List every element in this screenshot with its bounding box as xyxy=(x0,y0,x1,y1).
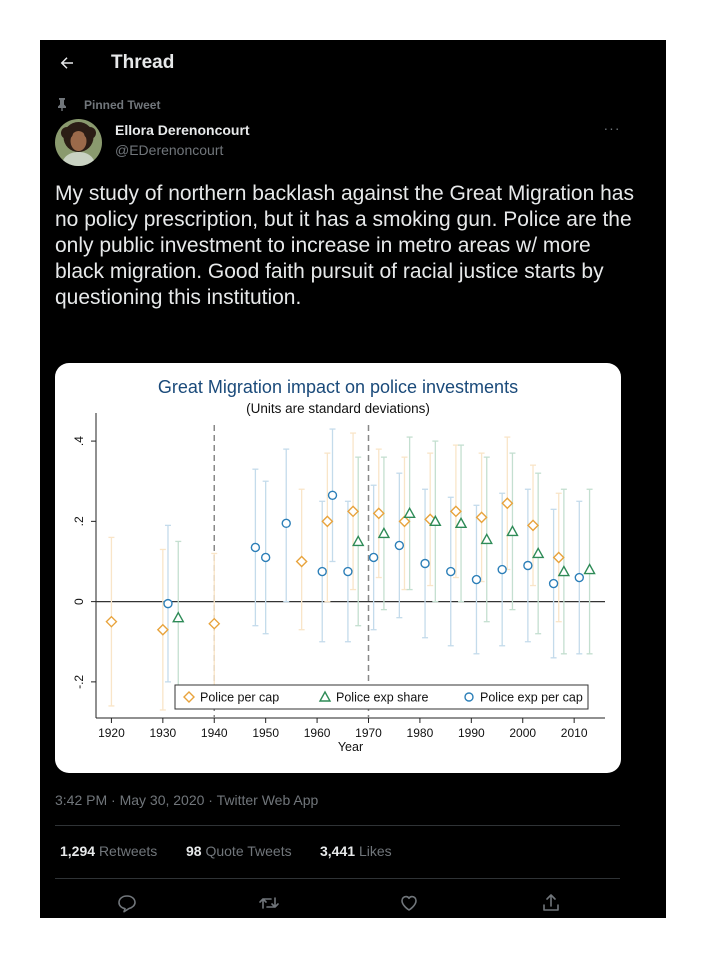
more-options-button[interactable]: ··· xyxy=(603,120,621,136)
data-point xyxy=(281,518,291,529)
reply-icon xyxy=(118,895,136,913)
data-point xyxy=(429,514,442,527)
data-point xyxy=(156,623,169,636)
divider xyxy=(55,878,620,879)
pinned-label: Pinned Tweet xyxy=(84,98,161,112)
share-icon xyxy=(543,894,559,911)
x-tick-label: 2000 xyxy=(509,726,536,740)
data-point xyxy=(394,540,405,551)
retweets-label: Retweets xyxy=(98,843,158,859)
like-icon xyxy=(401,895,417,911)
x-tick-label: 1920 xyxy=(98,726,125,740)
tweet-actions xyxy=(40,888,666,918)
legend-marker xyxy=(318,690,332,702)
y-tick-label: -.2 xyxy=(72,675,86,689)
x-axis-label: Year xyxy=(338,740,363,754)
chart-subtitle: (Units are standard deviations) xyxy=(246,401,430,416)
data-point xyxy=(523,560,533,571)
avatar[interactable] xyxy=(55,119,102,166)
data-point xyxy=(250,542,261,553)
data-point xyxy=(208,617,221,630)
data-point xyxy=(105,615,118,628)
legend-label: Police exp share xyxy=(336,691,428,705)
page-title: Thread xyxy=(111,52,175,73)
data-point xyxy=(347,505,360,518)
data-point xyxy=(327,490,338,500)
data-point xyxy=(163,598,173,609)
likes-stat[interactable]: 3,441 Likes xyxy=(320,843,392,859)
data-point xyxy=(557,565,571,577)
data-point xyxy=(475,511,488,524)
x-tick-label: 2010 xyxy=(561,726,588,740)
x-tick-label: 1980 xyxy=(407,726,434,740)
data-point xyxy=(368,552,379,563)
legend-label: Police per cap xyxy=(200,691,279,705)
pin-icon xyxy=(58,98,66,111)
legend-box xyxy=(174,684,589,710)
data-point xyxy=(583,563,596,575)
reply-button[interactable] xyxy=(112,888,142,918)
x-tick-label: 1990 xyxy=(458,726,485,740)
likes-label: Likes xyxy=(358,843,392,859)
data-point xyxy=(260,552,271,563)
retweets-stat[interactable]: 1,294 Retweets xyxy=(60,843,157,859)
arrow-left-icon xyxy=(60,57,73,69)
x-tick-label: 1950 xyxy=(252,726,279,740)
y-tick-label: .4 xyxy=(72,436,86,446)
quote-tweets-label: Quote Tweets xyxy=(205,843,292,859)
data-point xyxy=(454,516,468,529)
retweet-icon xyxy=(259,897,279,909)
data-point xyxy=(321,515,334,528)
legend-marker xyxy=(183,691,195,703)
x-tick-label: 1970 xyxy=(355,726,382,740)
retweets-count: 1,294 xyxy=(60,843,96,859)
data-point xyxy=(352,534,365,547)
data-point xyxy=(295,555,308,568)
likes-count: 3,441 xyxy=(320,843,356,859)
data-point xyxy=(497,564,507,575)
data-point xyxy=(552,551,565,564)
x-tick-label: 1930 xyxy=(149,726,176,740)
tweet-timestamp[interactable]: 3:42 PM · May 30, 2020 · Twitter Web App xyxy=(55,792,319,808)
data-point xyxy=(420,558,430,569)
x-tick-label: 1940 xyxy=(201,726,228,740)
chart: Great Migration impact on police investm… xyxy=(72,377,605,754)
retweet-button[interactable] xyxy=(254,888,284,918)
x-tick-label: 1960 xyxy=(304,726,331,740)
data-point xyxy=(480,532,493,545)
data-point xyxy=(449,505,462,518)
back-button[interactable] xyxy=(54,50,80,76)
author-handle[interactable]: @EDerenoncourt xyxy=(115,142,224,158)
data-point xyxy=(506,524,519,537)
data-point xyxy=(501,497,514,510)
quote-tweets-stat[interactable]: 98 Quote Tweets xyxy=(186,843,292,859)
data-point xyxy=(548,578,559,589)
data-point xyxy=(531,547,545,559)
chart-title: Great Migration impact on police investm… xyxy=(158,377,518,397)
tweet-thread-view: Thread Pinned Tweet Ellora Derenoncourt … xyxy=(40,40,666,918)
data-point xyxy=(343,566,353,577)
data-point xyxy=(372,507,385,520)
data-point xyxy=(317,566,327,577)
tweet-media-chart[interactable]: Great Migration impact on police investm… xyxy=(55,363,621,773)
tweet-text: My study of northern backlash against th… xyxy=(55,182,634,309)
share-button[interactable] xyxy=(536,888,566,918)
data-point xyxy=(446,566,456,577)
quote-tweets-count: 98 xyxy=(186,843,202,859)
author-name[interactable]: Ellora Derenoncourt xyxy=(115,122,250,138)
legend-label: Police exp per cap xyxy=(480,691,583,705)
data-point xyxy=(377,526,391,539)
like-button[interactable] xyxy=(394,888,424,918)
data-point xyxy=(471,574,482,585)
divider xyxy=(55,825,620,826)
y-tick-label: .2 xyxy=(72,516,86,526)
data-point xyxy=(527,519,540,532)
legend-marker xyxy=(464,692,474,702)
thread-header: Thread xyxy=(40,40,666,86)
y-tick-label: 0 xyxy=(72,598,86,605)
data-point xyxy=(403,506,416,519)
data-point xyxy=(574,572,584,583)
data-point xyxy=(172,611,185,623)
data-point xyxy=(398,515,411,528)
